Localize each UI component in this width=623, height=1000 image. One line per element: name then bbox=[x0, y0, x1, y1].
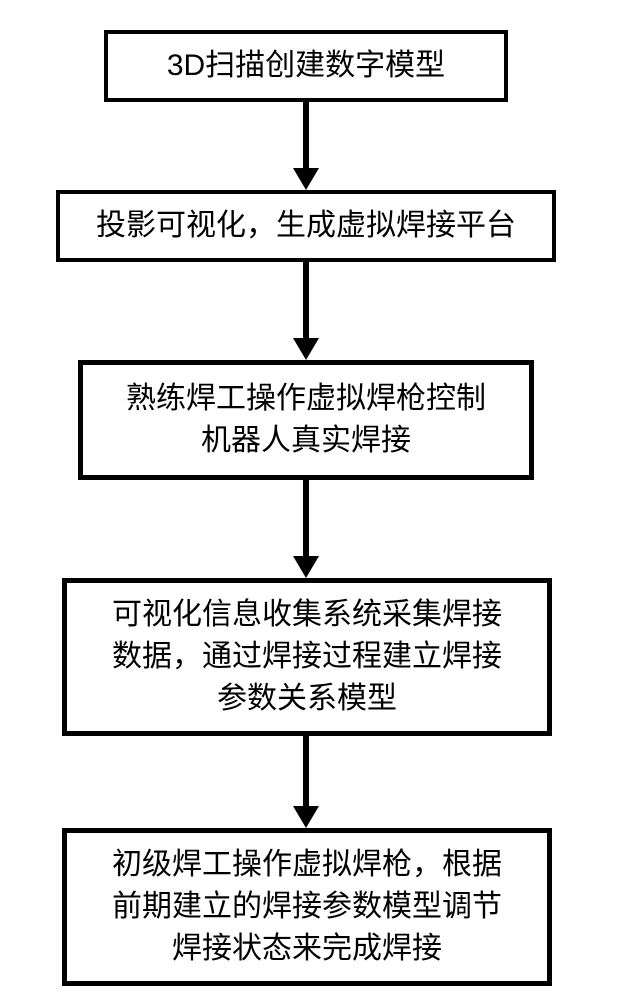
flow-node-2: 投影可视化，生成虚拟焊接平台 bbox=[56, 190, 556, 262]
flow-node-5-text: 初级焊工操作虚拟焊枪，根据 前期建立的焊接参数模型调节 焊接状态来完成焊接 bbox=[112, 844, 502, 970]
flow-node-3-text: 熟练焊工操作虚拟焊枪控制 机器人真实焊接 bbox=[126, 378, 486, 462]
flow-node-5: 初级焊工操作虚拟焊枪，根据 前期建立的焊接参数模型调节 焊接状态来完成焊接 bbox=[62, 828, 552, 986]
flow-arrow-4 bbox=[291, 736, 321, 828]
flow-node-1-text: 3D扫描创建数字模型 bbox=[167, 47, 445, 85]
flow-node-3: 熟练焊工操作虚拟焊枪控制 机器人真实焊接 bbox=[78, 360, 534, 480]
flow-node-4-text: 可视化信息收集系统采集焊接 数据，通过焊接过程建立焊接 参数关系模型 bbox=[112, 594, 502, 720]
flow-node-4: 可视化信息收集系统采集焊接 数据，通过焊接过程建立焊接 参数关系模型 bbox=[62, 578, 552, 736]
flowchart-canvas: 3D扫描创建数字模型 投影可视化，生成虚拟焊接平台 熟练焊工操作虚拟焊枪控制 机… bbox=[0, 0, 623, 1000]
flow-node-1: 3D扫描创建数字模型 bbox=[104, 30, 508, 102]
flow-arrow-2 bbox=[291, 262, 321, 360]
flow-arrow-3 bbox=[291, 480, 321, 578]
flow-arrow-1 bbox=[291, 102, 321, 190]
flow-node-2-text: 投影可视化，生成虚拟焊接平台 bbox=[96, 207, 516, 245]
